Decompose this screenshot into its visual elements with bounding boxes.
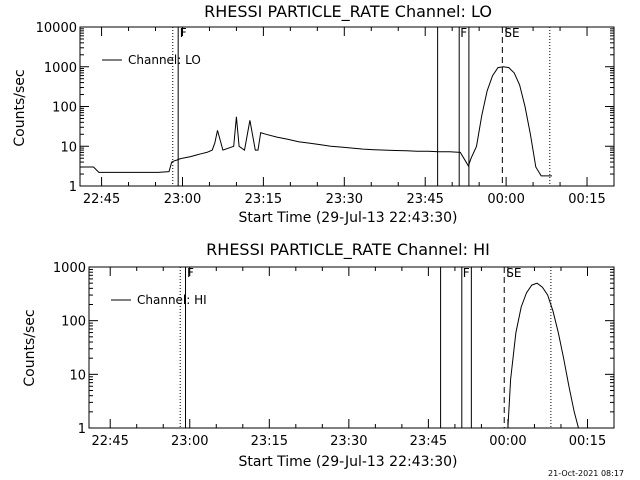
series-line-lo <box>80 66 552 177</box>
x-tick-label-lo: 23:00 <box>164 192 201 207</box>
y-axis-label-hi: Counts/sec <box>22 309 38 386</box>
x-tick-label-hi: 23:45 <box>410 434 447 449</box>
marker-label-hi: F <box>187 266 194 280</box>
x-tick-label-hi: 00:15 <box>569 434 606 449</box>
x-tick-label-hi: 00:00 <box>489 434 526 449</box>
plot-frame-lo <box>79 26 615 187</box>
y-axis-label-lo: Counts/sec <box>12 69 28 146</box>
x-tick-label-lo: 23:45 <box>406 192 443 207</box>
marker-label-hi: F <box>463 266 470 280</box>
legend-label-hi: Channel: HI <box>137 293 207 307</box>
x-tick-label-hi: 23:15 <box>251 434 288 449</box>
y-tick-label-hi: 1 <box>78 422 86 437</box>
x-axis-label-hi: Start Time (29-Jul-13 22:43:30) <box>238 454 457 470</box>
y-tick-label-lo: 1000 <box>44 61 77 76</box>
x-tick-label-hi: 23:30 <box>330 434 367 449</box>
panel-lo: RHESSI PARTICLE_RATE Channel: LO Counts/… <box>12 2 615 226</box>
y-tick-label-hi: 1000 <box>53 261 86 276</box>
marker-label-lo: F <box>180 26 187 40</box>
x-tick-label-hi: 22:45 <box>91 434 128 449</box>
y-tick-label-lo: 1 <box>69 180 77 195</box>
x-axis-label-lo: Start Time (29-Jul-13 22:43:30) <box>238 210 457 226</box>
y-tick-label-lo: 10 <box>60 140 77 155</box>
x-tick-label-lo: 23:30 <box>326 192 363 207</box>
marker-label-hi: SE <box>506 266 521 280</box>
y-tick-label-hi: 10 <box>69 368 86 383</box>
chart-title-hi: RHESSI PARTICLE_RATE Channel: HI <box>206 240 490 260</box>
marker-label-lo: SE <box>504 26 519 40</box>
chart-title-lo: RHESSI PARTICLE_RATE Channel: LO <box>204 2 492 22</box>
marker-label-lo: F <box>460 26 467 40</box>
panel-hi: RHESSI PARTICLE_RATE Channel: HI Counts/… <box>22 240 615 470</box>
y-tick-label-lo: 10000 <box>36 21 77 36</box>
legend-label-lo: Channel: LO <box>128 53 201 67</box>
footer-timestamp: 21-Oct-2021 08:17 <box>548 469 624 478</box>
x-tick-label-lo: 00:15 <box>568 192 605 207</box>
x-tick-label-lo: 23:15 <box>245 192 282 207</box>
plot-frame-hi <box>88 266 615 429</box>
series-line-hi <box>507 282 579 429</box>
x-tick-label-lo: 22:45 <box>83 192 120 207</box>
x-tick-label-hi: 23:00 <box>171 434 208 449</box>
x-tick-label-lo: 00:00 <box>487 192 524 207</box>
y-tick-label-lo: 100 <box>52 101 77 116</box>
y-tick-label-hi: 100 <box>61 315 86 330</box>
